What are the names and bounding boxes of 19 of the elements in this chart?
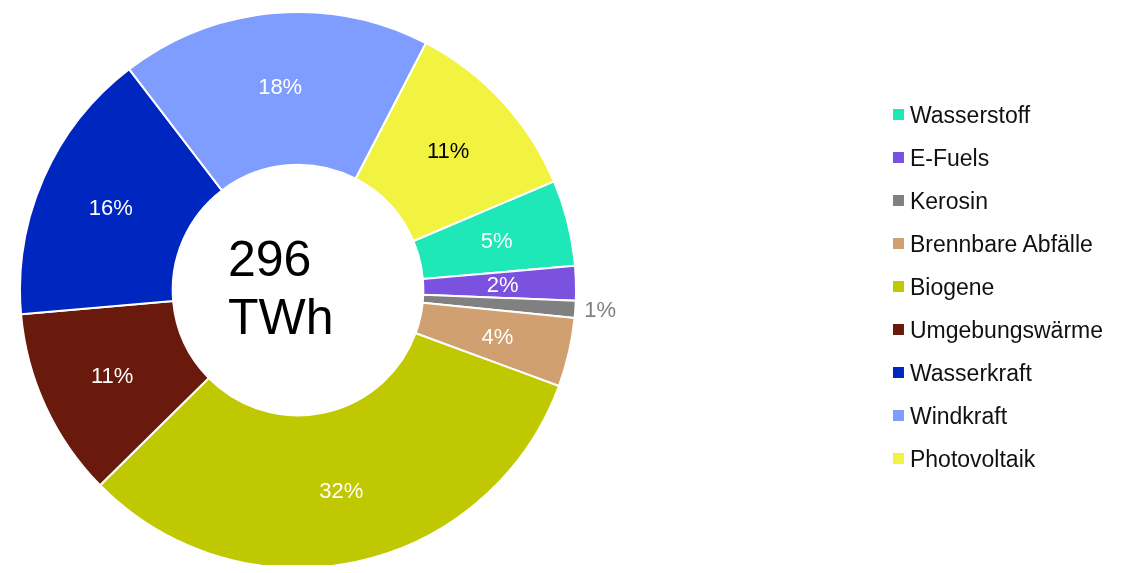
data-label: 11% — [426, 138, 470, 164]
data-label: 5% — [480, 227, 513, 253]
legend-label: E-Fuels — [909, 144, 990, 171]
legend-label: Wasserstoff — [909, 101, 1031, 128]
text: 296 TWh — [228, 231, 334, 345]
data-label: 2% — [486, 272, 519, 298]
data-label: 11% — [91, 363, 134, 389]
data-label: 32% — [319, 477, 364, 503]
legend-label: Kerosin — [909, 187, 988, 214]
legend-label: Umgebungswärme — [909, 316, 1103, 343]
legend-label: Windkraft — [909, 402, 1008, 429]
data-label: 16% — [88, 194, 133, 220]
legend-label: Wasserkraft — [909, 359, 1033, 386]
legend-label: Photovoltaik — [909, 445, 1036, 472]
data-label: 1% — [584, 297, 617, 323]
legend-label: Brennbare Abfälle — [909, 230, 1093, 257]
legend-label: Biogene — [909, 273, 995, 300]
data-label: 4% — [481, 323, 514, 349]
data-label: 18% — [258, 73, 303, 99]
